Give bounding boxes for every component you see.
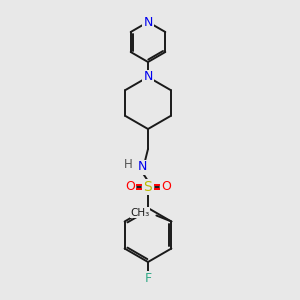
Text: O: O	[125, 181, 135, 194]
Text: F: F	[144, 272, 152, 284]
Text: H: H	[124, 158, 132, 170]
Text: N: N	[137, 160, 147, 173]
Text: CH₃: CH₃	[130, 208, 149, 218]
Text: O: O	[161, 181, 171, 194]
Text: S: S	[144, 180, 152, 194]
Text: N: N	[143, 16, 153, 28]
Text: N: N	[143, 70, 153, 83]
